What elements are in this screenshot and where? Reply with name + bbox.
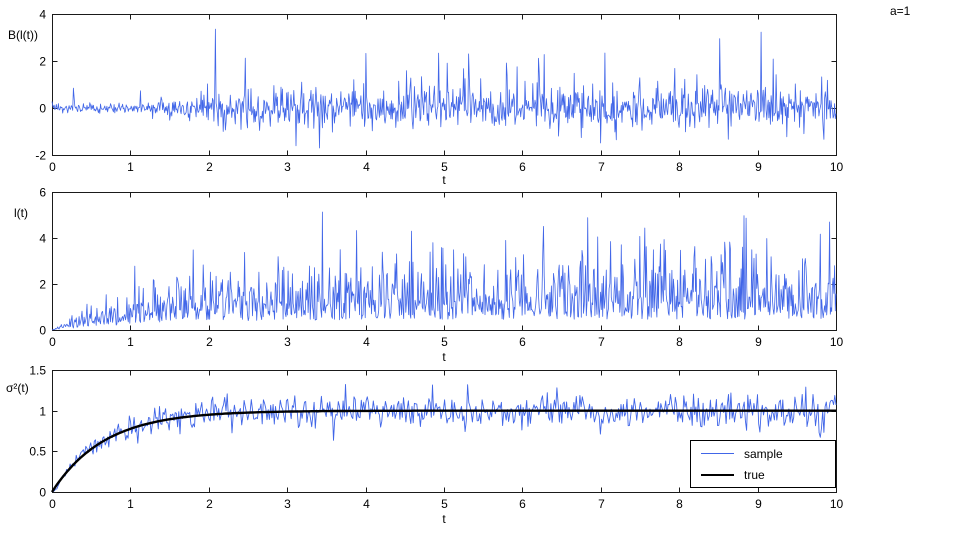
series-blt-sample — [51, 28, 837, 149]
x-tick-label: 1 — [127, 335, 134, 349]
x-tick-label: 8 — [676, 335, 683, 349]
series-sigma-true — [50, 409, 836, 493]
x-tick-label: 6 — [519, 497, 526, 511]
y-tick-label: 0 — [39, 486, 46, 500]
x-tick-label: 6 — [519, 335, 526, 349]
series-lt-sample — [51, 211, 837, 331]
x-tick-label: 9 — [755, 160, 762, 174]
x-tick-label: 9 — [755, 497, 762, 511]
x-tick-label: 4 — [363, 160, 370, 174]
true-line-swatch — [701, 473, 734, 476]
x-tick-label: 8 — [676, 497, 683, 511]
x-tick-label: 5 — [441, 497, 448, 511]
x-tick-label: 0 — [49, 335, 56, 349]
x-tick-label: 3 — [284, 497, 291, 511]
x-tick-label: 1 — [127, 160, 134, 174]
xlabel-bottom-chart: t — [442, 512, 446, 526]
y-tick-label: 0.5 — [29, 445, 46, 459]
x-tick-label: 0 — [49, 497, 56, 511]
y-tick-label: 2 — [39, 55, 46, 69]
y-tick-label: 0 — [39, 102, 46, 116]
xlabel-top-chart: t — [442, 173, 446, 187]
x-tick-label: 1 — [127, 497, 134, 511]
x-tick-label: 9 — [755, 335, 762, 349]
y-tick-label: 4 — [39, 8, 46, 22]
y-tick-label: 2 — [39, 278, 46, 292]
y-tick-label: 1.5 — [29, 364, 46, 378]
x-tick-label: 7 — [598, 335, 605, 349]
ylabel-bottom-chart: σ²(t) — [6, 381, 29, 395]
y-tick-label: -2 — [35, 149, 46, 163]
legend-row-true: true — [691, 464, 835, 485]
legend-row-sample: sample — [691, 443, 835, 464]
x-tick-label: 2 — [206, 160, 213, 174]
ylabel-top-chart: B(l(t)) — [8, 28, 38, 42]
x-tick-label: 10 — [830, 160, 844, 174]
x-tick-label: 4 — [363, 335, 370, 349]
x-tick-label: 7 — [598, 160, 605, 174]
x-tick-label: 3 — [284, 160, 291, 174]
x-tick-label: 2 — [206, 335, 213, 349]
legend: sample true — [690, 440, 836, 488]
x-tick-label: 0 — [49, 160, 56, 174]
y-tick-label: 6 — [39, 186, 46, 200]
x-tick-label: 5 — [441, 335, 448, 349]
xlabel-middle-chart: t — [442, 350, 446, 364]
ylabel-middle-chart: l(t) — [14, 206, 28, 220]
x-tick-label: 8 — [676, 160, 683, 174]
x-tick-label: 4 — [363, 497, 370, 511]
legend-label-sample: sample — [744, 446, 783, 461]
x-tick-label: 3 — [284, 335, 291, 349]
y-tick-label: 1 — [39, 405, 46, 419]
x-tick-label: 10 — [830, 335, 844, 349]
x-tick-label: 2 — [206, 497, 213, 511]
x-tick-label: 5 — [441, 160, 448, 174]
legend-label-true: true — [744, 467, 765, 482]
y-tick-label: 0 — [39, 324, 46, 338]
sample-line-swatch — [701, 453, 734, 454]
annotation-a-equals-1: a=1 — [890, 4, 911, 18]
x-tick-label: 10 — [830, 497, 844, 511]
y-tick-label: 4 — [39, 232, 46, 246]
x-tick-label: 6 — [519, 160, 526, 174]
x-tick-label: 7 — [598, 497, 605, 511]
